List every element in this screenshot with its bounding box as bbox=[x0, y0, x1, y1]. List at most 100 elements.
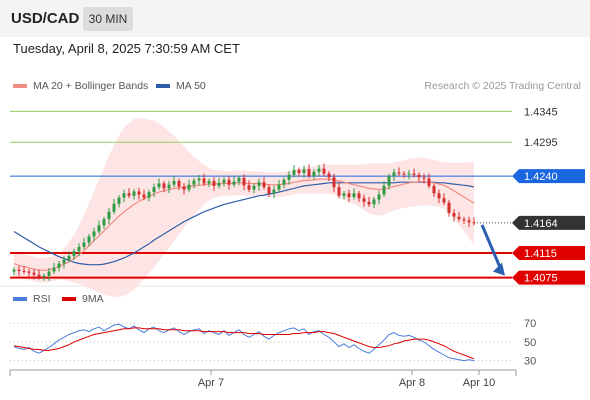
forecast-arrow-head bbox=[493, 262, 505, 276]
candle-body bbox=[457, 216, 461, 220]
level-tag-1.4075 bbox=[512, 270, 585, 285]
candle-body bbox=[292, 169, 296, 175]
candle-body bbox=[17, 269, 21, 271]
legend-ma20-label: MA 20 + Bollinger Bands bbox=[33, 80, 149, 92]
rsi-tick-label-70: 70 bbox=[524, 318, 536, 330]
legend-ma50: MA 50 bbox=[156, 80, 206, 92]
candle-body bbox=[72, 251, 76, 257]
candle-body bbox=[442, 198, 446, 203]
rsi-tick-label-50: 50 bbox=[524, 337, 536, 349]
candle-body bbox=[287, 174, 291, 180]
candle-body bbox=[222, 179, 226, 183]
level-tag-1.4115 bbox=[512, 246, 585, 261]
candle-body bbox=[112, 203, 116, 212]
candle-body bbox=[227, 179, 231, 185]
candle-body bbox=[252, 185, 256, 190]
candle-body bbox=[322, 168, 326, 174]
candle-body bbox=[397, 172, 401, 174]
candle-body bbox=[312, 171, 316, 177]
candle-body bbox=[407, 173, 411, 175]
legend-ma20: MA 20 + Bollinger Bands bbox=[13, 80, 148, 92]
candle-body bbox=[152, 187, 156, 193]
candle-body bbox=[177, 180, 181, 187]
candle-body bbox=[22, 270, 26, 272]
research-credit: Research © 2025 Trading Central bbox=[424, 80, 581, 92]
rsi-tick-label-30: 30 bbox=[524, 356, 536, 368]
candle-body bbox=[212, 180, 216, 186]
candle-body bbox=[37, 274, 41, 278]
forecast-arrow-line bbox=[480, 224, 503, 271]
candle-body bbox=[27, 271, 31, 273]
candle-body bbox=[342, 193, 346, 196]
ma9-swatch bbox=[62, 297, 76, 302]
candle-body bbox=[157, 183, 161, 188]
candle-body bbox=[367, 201, 371, 205]
candle-body bbox=[412, 173, 416, 175]
symbol-title: USD/CAD bbox=[11, 10, 80, 27]
candle-body bbox=[307, 169, 311, 177]
candle-body bbox=[467, 220, 471, 223]
candle-body bbox=[202, 178, 206, 184]
candle-body bbox=[272, 189, 276, 194]
x-tick-label: Apr 7 bbox=[198, 377, 224, 389]
level-label-1.4075: 1.4075 bbox=[524, 273, 558, 285]
timeframe-button[interactable]: 30 MIN bbox=[83, 7, 133, 31]
candle-body bbox=[87, 236, 91, 243]
candle-body bbox=[427, 178, 431, 186]
ma20-swatch bbox=[13, 84, 27, 89]
candle-body bbox=[172, 180, 176, 185]
level-tag-1.4164 bbox=[512, 215, 585, 230]
candle-body bbox=[447, 202, 451, 214]
candle-body bbox=[122, 193, 126, 198]
candle-body bbox=[67, 256, 71, 260]
level-label-1.4345: 1.4345 bbox=[524, 106, 558, 118]
candle-body bbox=[52, 267, 56, 272]
candle-body bbox=[92, 231, 96, 237]
candle-body bbox=[117, 197, 121, 204]
candle-body bbox=[197, 178, 201, 181]
candle-body bbox=[452, 213, 456, 217]
level-label-1.4115: 1.4115 bbox=[524, 248, 557, 260]
candle-body bbox=[32, 272, 36, 275]
candle-body bbox=[282, 179, 286, 185]
candle-body bbox=[337, 187, 341, 196]
candle-body bbox=[437, 193, 441, 199]
candle-body bbox=[432, 185, 436, 194]
candle-body bbox=[137, 191, 141, 195]
candle-body bbox=[167, 184, 171, 189]
candle-body bbox=[302, 169, 306, 173]
candle-body bbox=[62, 259, 66, 264]
candle-body bbox=[132, 191, 136, 196]
candle-body bbox=[127, 193, 131, 196]
level-label-1.4240: 1.4240 bbox=[524, 171, 558, 183]
level-label-1.4295: 1.4295 bbox=[524, 137, 558, 149]
candle-body bbox=[162, 183, 166, 189]
candle-body bbox=[392, 172, 396, 177]
candle-body bbox=[57, 263, 61, 268]
candle-body bbox=[182, 186, 186, 190]
candle-body bbox=[352, 193, 356, 198]
candle-body bbox=[257, 182, 261, 186]
candle-body bbox=[277, 184, 281, 190]
ma9-line bbox=[13, 327, 475, 360]
candle-body bbox=[357, 193, 361, 199]
candle-body bbox=[107, 211, 111, 220]
candle-body bbox=[422, 177, 426, 179]
candle-body bbox=[362, 198, 366, 202]
candle-body bbox=[402, 173, 406, 175]
candle-body bbox=[192, 180, 196, 185]
candle-body bbox=[217, 182, 221, 186]
candle-body bbox=[297, 169, 301, 173]
candle-body bbox=[232, 181, 236, 185]
candle-body bbox=[347, 193, 351, 198]
bollinger-band bbox=[14, 117, 474, 297]
candle-body bbox=[142, 194, 146, 198]
candle-body bbox=[47, 271, 51, 276]
legend-9ma: 9MA bbox=[62, 293, 104, 305]
x-tick-label: Apr 10 bbox=[463, 377, 495, 389]
candle-body bbox=[207, 180, 211, 184]
legend-rsi-label: RSI bbox=[33, 293, 51, 305]
candle-body bbox=[102, 219, 106, 226]
candle-body bbox=[472, 222, 476, 224]
